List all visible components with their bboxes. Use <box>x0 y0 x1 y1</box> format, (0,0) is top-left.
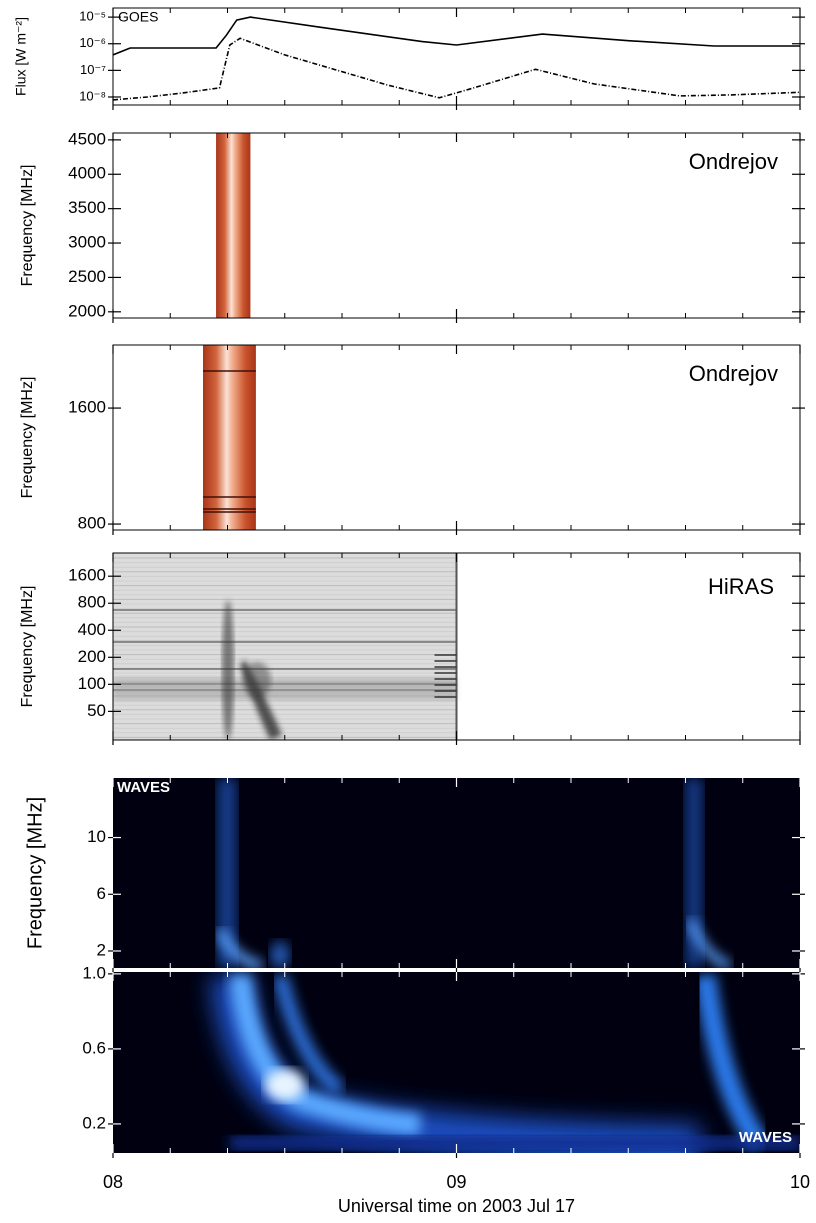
y-tick-label: 1.0 <box>82 963 106 982</box>
panel: 2 6 10 Frequency [MHz] WAVES <box>24 778 805 973</box>
panel: 50 100 200 400 800 1600 Frequency [MHz] HiRAS <box>19 552 805 745</box>
annotation: WAVES <box>117 779 170 796</box>
y-tick-label: 1600 <box>68 398 106 417</box>
panel: 2000 2500 3000 3500 4000 4500 Frequency [MHz] O… <box>19 129 805 323</box>
y-tick-label: 3500 <box>68 198 106 217</box>
y-tick-label: 2 <box>97 940 106 959</box>
spectrogram-burst <box>270 941 290 968</box>
panel-content <box>216 133 251 318</box>
annotation: WAVES <box>739 1129 792 1146</box>
panel-frame <box>112 7 801 106</box>
annotation: Ondrejov <box>689 361 778 386</box>
y-tick-label: 0.6 <box>82 1038 106 1057</box>
spectrogram-band <box>113 678 457 700</box>
flux-line <box>113 16 800 56</box>
spectrogram-burst <box>217 778 237 968</box>
y-tick-label: 10⁻⁶ <box>79 35 106 50</box>
y-tick-label: 800 <box>78 514 106 533</box>
y-tick-label: 1600 <box>68 566 106 585</box>
spectrogram <box>113 553 457 740</box>
y-tick-label: 10⁻⁷ <box>80 62 106 77</box>
y-tick-label: 2500 <box>68 267 106 286</box>
annotation: GOES <box>118 9 158 25</box>
panel-content <box>113 778 800 968</box>
x-tick-label: 09 <box>446 1172 466 1192</box>
spectrogram-burst <box>694 973 770 1152</box>
y-tick-label: 6 <box>97 884 106 903</box>
spectrogram-burst <box>222 600 234 740</box>
y-tick-label: 10⁻⁵ <box>79 9 106 24</box>
spectrogram <box>202 345 256 530</box>
y-axis-label: Frequency [MHz] <box>24 797 46 949</box>
y-tick-label: 400 <box>78 620 106 639</box>
spectrogram-band <box>230 1136 800 1150</box>
annotation: HiRAS <box>708 574 774 599</box>
panel-content <box>113 972 800 1153</box>
panel-content <box>113 16 800 101</box>
y-axis-label: Flux [W m⁻²] <box>13 17 29 96</box>
y-tick-label: 800 <box>78 593 106 612</box>
y-tick-label: 10 <box>87 827 106 846</box>
y-axis-label: Frequency [MHz] <box>19 586 36 708</box>
spectrogram-burst <box>272 973 346 1097</box>
y-tick-label: 10⁻⁸ <box>79 88 106 103</box>
spectrogram-burst <box>265 1069 305 1101</box>
spectrogram-burst <box>243 662 271 698</box>
x-axis-label: Universal time on 2003 Jul 17 <box>338 1196 575 1216</box>
spectrogram-burst <box>685 918 732 968</box>
panel-content <box>202 345 256 530</box>
annotation: Ondrejov <box>689 149 778 174</box>
y-tick-label: 200 <box>78 647 106 666</box>
y-tick-label: 4500 <box>68 129 106 148</box>
y-tick-label: 2000 <box>68 301 106 320</box>
y-tick-label: 3000 <box>68 233 106 252</box>
y-tick-label: 4000 <box>68 164 106 183</box>
flux-line <box>113 37 800 101</box>
y-tick-label: 0.2 <box>82 1113 106 1132</box>
y-axis-label: Frequency [MHz] <box>19 165 36 287</box>
x-tick-label: 10 <box>790 1172 810 1192</box>
spectrogram-burst <box>229 973 421 1136</box>
spectrogram <box>216 133 251 318</box>
y-axis-label: Frequency [MHz] <box>19 377 36 499</box>
panel: 1.0 0.6 0.2 WAVES 08 09 10 Universal time on 20… <box>82 963 810 1215</box>
spectrogram-burst <box>215 927 264 968</box>
panel: 10⁻⁸ 10⁻⁷ 10⁻⁶ 10⁻⁵ Flux [W m⁻²] GOES <box>13 7 805 110</box>
y-tick-label: 50 <box>87 701 106 720</box>
panel: 800 1600 Frequency [MHz] Ondrejov <box>19 344 805 535</box>
x-tick-label: 08 <box>103 1172 123 1192</box>
y-tick-label: 100 <box>78 674 106 693</box>
panel-content <box>113 553 458 740</box>
